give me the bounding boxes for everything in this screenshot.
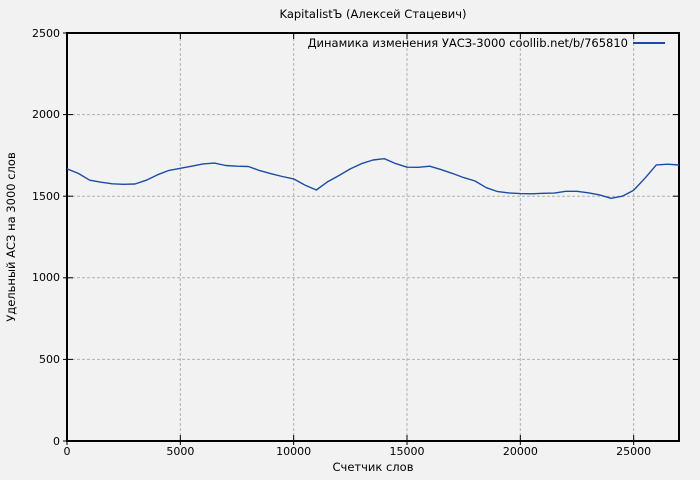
y-tick-label: 1000: [32, 271, 60, 285]
x-tick-label: 25000: [616, 445, 652, 458]
x-tick-label: 10000: [276, 445, 312, 458]
series-line: [66, 157, 680, 200]
chart-title: KapitalistЪ (Алексей Стацевич): [279, 7, 467, 21]
y-axis-label: Удельный АСЗ на 3000 слов: [4, 152, 18, 322]
y-tick-label: 500: [39, 352, 60, 366]
y-tick-label: 2000: [32, 108, 60, 122]
x-tick-label: 20000: [502, 445, 538, 458]
grid-lines: [67, 33, 679, 441]
x-tick-label: 5000: [166, 445, 195, 458]
y-tick-label: 0: [53, 434, 60, 448]
y-tick-label: 2500: [32, 26, 60, 40]
x-tick-label: 15000: [389, 445, 425, 458]
y-tick-label: 1500: [32, 189, 60, 203]
axis-ticks: [63, 32, 679, 445]
plot-border-rect: [66, 32, 680, 442]
legend-label: Динамика изменения УАСЗ-3000 coollib.net…: [307, 36, 628, 50]
x-axis-label: Счетчик слов: [332, 460, 414, 474]
plot-border: [66, 32, 680, 442]
series-lines: [66, 157, 680, 200]
x-tick-label: 0: [63, 445, 71, 458]
